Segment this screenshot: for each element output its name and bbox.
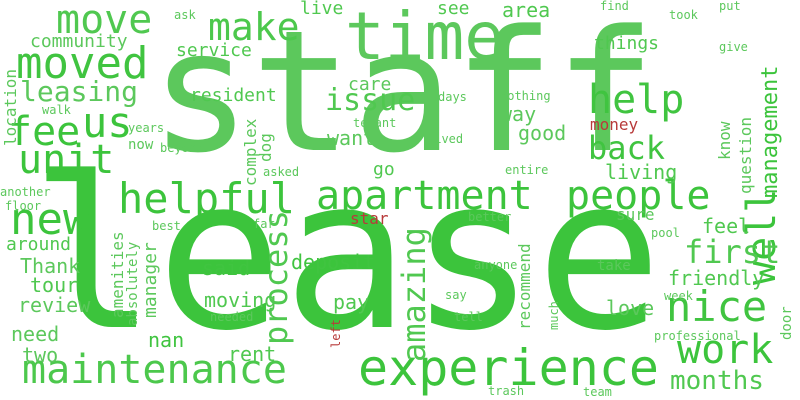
cloud-word: professional — [654, 329, 741, 343]
cloud-word: put — [719, 0, 741, 13]
cloud-word: know — [715, 121, 734, 160]
cloud-word: way — [500, 102, 537, 126]
cloud-word: money — [590, 115, 639, 134]
cloud-word: good — [518, 121, 567, 145]
cloud-word: far — [253, 217, 275, 231]
cloud-word: recommend — [515, 243, 534, 330]
cloud-word: rent — [228, 342, 277, 366]
cloud-word: dog — [256, 133, 275, 162]
cloud-word: see — [437, 0, 470, 19]
cloud-word: management — [758, 65, 783, 198]
cloud-word: days — [438, 90, 467, 104]
cloud-word: staff — [150, 0, 656, 190]
cloud-word: deposit — [291, 250, 376, 274]
cloud-word: trash — [488, 384, 525, 398]
cloud-word: walk — [42, 103, 71, 117]
cloud-word: star — [350, 209, 389, 228]
cloud-word: feel — [702, 214, 751, 238]
cloud-word: anyone — [474, 258, 518, 272]
cloud-word: service — [176, 40, 252, 61]
cloud-word: months — [670, 366, 764, 396]
cloud-word: us — [82, 98, 133, 147]
cloud-word: lived — [427, 132, 464, 146]
cloud-word: resident — [190, 85, 277, 106]
cloud-word: living — [605, 160, 678, 184]
cloud-word: helpful — [118, 174, 296, 223]
cloud-word: give — [719, 40, 748, 54]
cloud-word: go — [373, 159, 395, 180]
cloud-word: move — [56, 0, 153, 43]
cloud-word: lease — [30, 132, 663, 377]
cloud-word: needed — [210, 310, 254, 324]
cloud-word: apartment — [316, 173, 533, 219]
cloud-word: friendly — [668, 266, 765, 290]
cloud-word: work — [677, 327, 774, 373]
cloud-word: back — [588, 129, 666, 167]
cloud-word: around — [6, 234, 72, 255]
cloud-word: took — [669, 8, 698, 22]
cloud-word: area — [502, 0, 551, 22]
cloud-word: Thank — [20, 254, 81, 278]
cloud-word: ask — [174, 8, 196, 22]
cloud-word: issue — [325, 83, 416, 118]
cloud-word: tell — [454, 310, 483, 324]
cloud-word: unit — [18, 137, 115, 183]
cloud-word: love — [606, 296, 655, 320]
cloud-word: find — [600, 0, 629, 13]
cloud-word: fee — [8, 109, 81, 155]
cloud-word: years — [128, 121, 165, 135]
cloud-word: tour — [30, 273, 79, 297]
cloud-word: team — [583, 385, 612, 399]
cloud-word: left — [329, 319, 343, 348]
cloud-word: two — [22, 343, 59, 367]
cloud-word: leasing — [20, 75, 139, 108]
cloud-word: beyond — [160, 141, 204, 155]
cloud-word: take — [597, 258, 631, 274]
cloud-word: make — [208, 5, 300, 49]
cloud-word: things — [594, 33, 660, 54]
cloud-word: say — [445, 288, 467, 302]
cloud-word: help — [588, 77, 685, 123]
cloud-word: tenant — [353, 116, 397, 130]
cloud-word: floor — [5, 199, 42, 213]
cloud-word: review — [18, 293, 91, 317]
cloud-word: nothing — [500, 89, 551, 103]
cloud-word: nan — [148, 328, 185, 352]
cloud-word: question — [736, 116, 755, 194]
cloud-word: need — [11, 322, 60, 346]
cloud-word: amenities — [108, 231, 127, 318]
cloud-word: pay — [333, 290, 370, 314]
cloud-word: live — [300, 0, 344, 19]
cloud-word: time — [345, 0, 504, 75]
cloud-word: entire — [505, 163, 549, 177]
cloud-word: asked — [263, 165, 300, 179]
cloud-word: want — [327, 126, 376, 150]
cloud-word: door — [779, 306, 795, 340]
cloud-word: best — [152, 219, 181, 233]
cloud-word: sure — [616, 205, 655, 224]
cloud-word: absolutely — [125, 241, 141, 326]
cloud-word: location — [1, 68, 20, 146]
cloud-word: nice — [666, 282, 768, 331]
cloud-word: maintenance — [22, 347, 287, 393]
cloud-word: experience — [358, 339, 660, 397]
cloud-word: care — [348, 74, 392, 95]
cloud-word: another — [0, 185, 51, 199]
cloud-word: moved — [16, 38, 149, 89]
cloud-word: week — [664, 289, 693, 303]
cloud-word: now — [128, 137, 154, 153]
cloud-word: manager — [140, 242, 161, 318]
cloud-word: people — [566, 173, 711, 219]
cloud-word: community — [30, 31, 128, 52]
cloud-word: said — [202, 256, 251, 280]
cloud-word: first — [684, 233, 781, 271]
cloud-word: complex — [241, 118, 260, 186]
cloud-word: amazing — [395, 227, 433, 362]
cloud-word: much — [547, 301, 561, 330]
cloud-word: pool — [651, 226, 680, 240]
cloud-word: better — [468, 210, 512, 224]
cloud-word: moving — [204, 288, 277, 312]
cloud-word: new — [10, 194, 90, 245]
